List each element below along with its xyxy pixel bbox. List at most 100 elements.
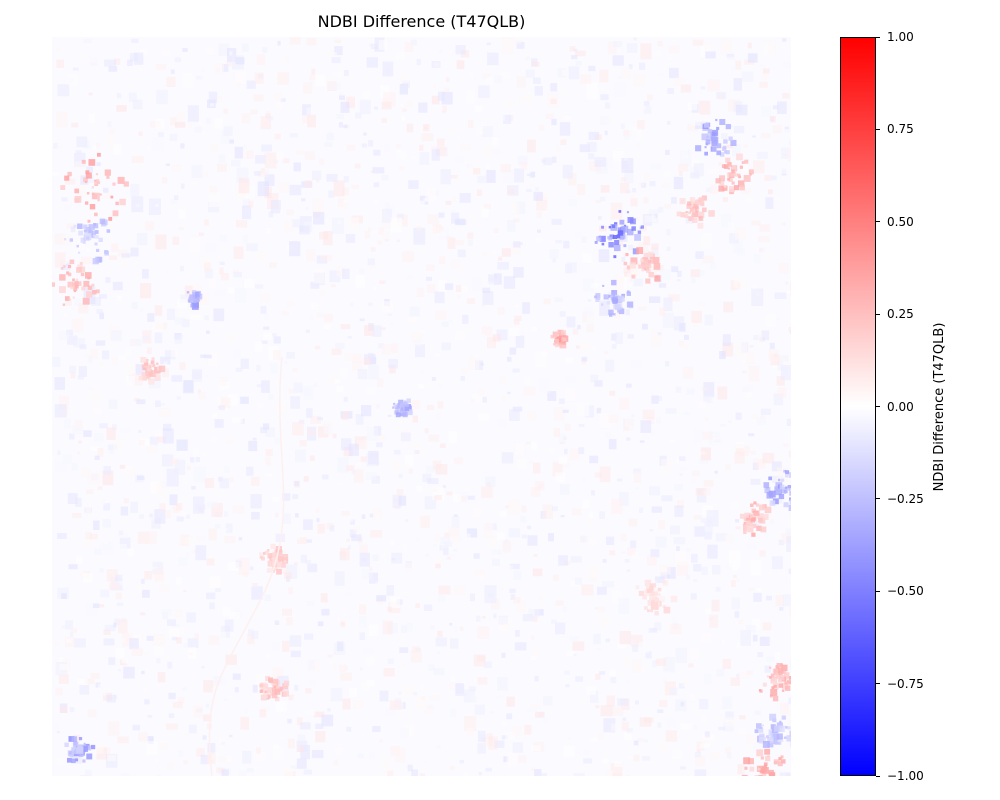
map-speckle bbox=[700, 743, 710, 749]
map-cluster-pixel bbox=[402, 412, 408, 418]
map-cluster-pixel bbox=[271, 687, 275, 690]
map-speckle bbox=[530, 703, 541, 709]
map-speckle bbox=[315, 507, 320, 513]
map-speckle bbox=[335, 699, 347, 713]
map-speckle bbox=[676, 332, 680, 337]
map-speckle bbox=[638, 290, 644, 298]
map-speckle bbox=[745, 392, 754, 399]
map-speckle bbox=[401, 625, 407, 633]
map-cluster-pixel bbox=[700, 202, 705, 207]
map-speckle bbox=[219, 377, 228, 386]
map-speckle bbox=[680, 84, 691, 93]
map-cluster-pixel bbox=[648, 251, 654, 257]
map-speckle bbox=[511, 726, 522, 736]
map-speckle bbox=[209, 576, 221, 589]
map-speckle bbox=[438, 585, 451, 595]
map-speckle bbox=[148, 378, 161, 389]
map-speckle bbox=[206, 487, 210, 491]
map-speckle bbox=[391, 552, 403, 564]
map-speckle bbox=[102, 193, 112, 199]
map-speckle bbox=[602, 552, 613, 568]
map-speckle bbox=[118, 532, 128, 539]
map-cluster-pixel bbox=[64, 175, 70, 181]
map-cluster-pixel bbox=[273, 679, 278, 684]
map-speckle bbox=[56, 731, 60, 734]
map-speckle bbox=[531, 635, 535, 641]
map-speckle bbox=[579, 341, 591, 351]
map-cluster-pixel bbox=[760, 526, 767, 533]
map-speckle bbox=[209, 186, 218, 195]
map-speckle bbox=[634, 487, 640, 490]
map-speckle bbox=[333, 180, 345, 197]
map-speckle bbox=[287, 738, 295, 749]
map-cluster-pixel bbox=[609, 313, 613, 317]
map-speckle bbox=[680, 722, 692, 730]
map-speckle bbox=[218, 737, 225, 742]
map-cluster-pixel bbox=[89, 204, 96, 210]
map-speckle bbox=[163, 361, 168, 367]
map-speckle bbox=[502, 540, 511, 553]
map-speckle bbox=[656, 417, 661, 424]
map-speckle bbox=[180, 335, 186, 339]
map-cluster-pixel bbox=[662, 599, 665, 602]
map-speckle bbox=[61, 197, 68, 202]
map-cluster-pixel bbox=[773, 498, 779, 505]
map-speckle bbox=[71, 463, 78, 471]
map-cluster-pixel bbox=[87, 285, 93, 290]
map-speckle bbox=[665, 408, 677, 414]
map-speckle bbox=[615, 729, 625, 744]
map-speckle bbox=[774, 652, 781, 660]
map-speckle bbox=[526, 707, 531, 713]
map-speckle bbox=[447, 556, 451, 560]
map-speckle bbox=[535, 481, 545, 491]
map-speckle bbox=[701, 594, 709, 603]
map-speckle bbox=[187, 465, 191, 470]
map-speckle bbox=[754, 710, 761, 715]
map-speckle bbox=[201, 131, 206, 135]
map-speckle bbox=[115, 648, 125, 659]
map-cluster-pixel bbox=[85, 170, 90, 175]
map-speckle bbox=[233, 269, 239, 274]
map-speckle bbox=[339, 95, 345, 100]
map-speckle bbox=[214, 752, 221, 756]
map-speckle bbox=[182, 643, 187, 648]
map-speckle bbox=[378, 343, 385, 349]
map-speckle bbox=[436, 413, 441, 420]
map-speckle bbox=[673, 176, 684, 190]
map-speckle bbox=[328, 190, 334, 198]
map-cluster-pixel bbox=[756, 514, 761, 519]
map-speckle bbox=[273, 745, 284, 761]
map-cluster-pixel bbox=[86, 192, 90, 195]
map-cluster-pixel bbox=[725, 157, 731, 163]
map-speckle bbox=[182, 48, 188, 52]
map-speckle bbox=[788, 140, 791, 146]
map-speckle bbox=[70, 372, 76, 379]
map-speckle bbox=[493, 157, 497, 160]
map-speckle bbox=[568, 66, 580, 80]
map-speckle bbox=[762, 272, 766, 276]
map-speckle bbox=[139, 49, 148, 55]
map-speckle bbox=[488, 278, 499, 285]
map-cluster-pixel bbox=[751, 532, 756, 537]
map-speckle bbox=[630, 540, 637, 549]
map-cluster-pixel bbox=[123, 181, 129, 187]
map-speckle bbox=[554, 297, 563, 303]
map-speckle bbox=[783, 361, 790, 368]
map-speckle bbox=[90, 55, 98, 63]
map-speckle bbox=[136, 233, 148, 246]
map-speckle bbox=[186, 552, 190, 557]
map-speckle bbox=[427, 478, 439, 484]
map-cluster-pixel bbox=[73, 287, 78, 292]
map-speckle bbox=[194, 467, 207, 483]
map-speckle bbox=[329, 270, 341, 283]
map-speckle bbox=[492, 558, 501, 566]
map-speckle bbox=[600, 94, 609, 101]
map-cluster-pixel bbox=[787, 726, 791, 730]
map-speckle bbox=[784, 126, 790, 133]
map-speckle bbox=[741, 187, 751, 194]
map-speckle bbox=[236, 450, 244, 459]
map-speckle bbox=[397, 213, 404, 220]
map-speckle bbox=[486, 42, 491, 46]
map-speckle bbox=[735, 441, 744, 449]
colorbar-ticks: 1.00 0.75 0.50 0.25 0.00 −0.25 −0.50 −0.75 −1.00 bbox=[876, 30, 936, 783]
